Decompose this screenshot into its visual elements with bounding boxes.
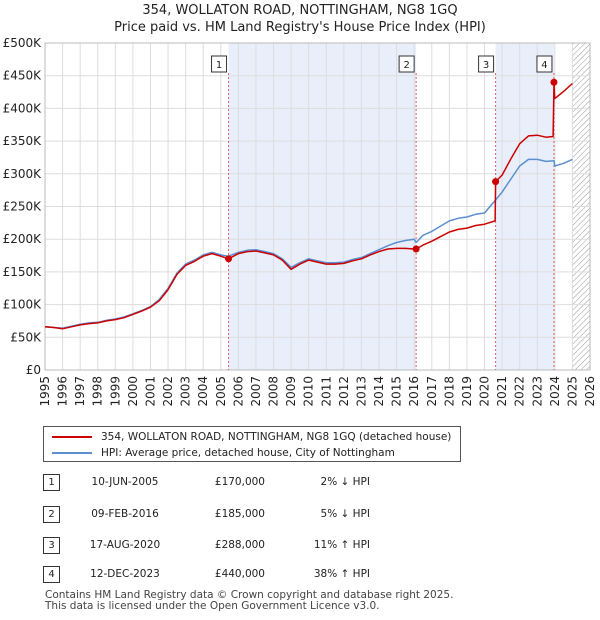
transaction-hpi-diff: 5% ↓ HPI [320,508,370,520]
x-tick-label: 2017 [425,376,439,407]
transaction-number: 2 [43,506,60,523]
legend-label-hpi: HPI: Average price, detached house, City… [101,447,395,459]
x-tick-label: 2007 [249,376,263,407]
sale-label-number: 3 [483,60,489,71]
y-tick-label: £100K [3,298,43,312]
transaction-row: 4 12-DEC-2023 £440,000 38% ↑ HPI [0,566,600,586]
x-tick-label: 2006 [231,376,245,407]
x-tick-label: 1999 [108,376,122,407]
plot-frame [44,42,591,371]
transaction-price: £440,000 [214,568,265,580]
x-tick-label: 2010 [302,376,316,407]
x-tick-label: 1997 [73,376,87,407]
x-tick-label: 2005 [214,376,228,407]
x-tick-label: 2011 [319,376,333,407]
x-tick-label: 2003 [179,376,193,407]
x-tick-label: 2009 [284,376,298,407]
x-tick-label: 2023 [530,376,544,407]
x-tick-label: 2014 [372,376,386,407]
footer: Contains HM Land Registry data © Crown c… [45,590,453,612]
transaction-price: £170,000 [214,476,265,488]
transaction-date: 12-DEC-2023 [90,568,160,580]
x-tick-label: 2026 [583,376,597,407]
footer-licence: This data is licensed under the Open Gov… [45,600,380,612]
legend-swatch-property [52,436,92,438]
y-tick-label: £150K [3,265,43,279]
transaction-number: 3 [43,537,60,554]
x-tick-label: 2001 [143,376,157,407]
x-tick-label: 2025 [565,376,579,407]
transaction-price: £288,000 [214,539,265,551]
chart-title-line2: Price paid vs. HM Land Registry's House … [114,20,486,35]
legend: 354, WOLLATON ROAD, NOTTINGHAM, NG8 1GQ … [43,426,461,462]
transaction-hpi-diff: 38% ↑ HPI [313,568,370,580]
x-tick-label: 2024 [548,376,562,407]
x-tick-label: 2021 [495,376,509,407]
x-tick-label: 1996 [56,376,70,407]
transaction-date: 17-AUG-2020 [89,539,161,551]
y-tick-label: £450K [3,69,43,83]
y-tick-label: £250K [3,200,43,214]
legend-swatch-hpi [52,452,92,454]
transaction-row: 2 09-FEB-2016 £185,000 5% ↓ HPI [0,506,600,526]
x-tick-label: 1995 [38,376,52,407]
x-tick-label: 2012 [337,376,351,407]
sale-point [550,78,558,86]
sale-label-number: 1 [216,60,222,71]
sale-point [492,178,500,186]
x-tick-label: 1998 [91,376,105,407]
y-tick-label: £50K [10,330,42,344]
transaction-number: 4 [43,566,60,583]
transaction-hpi-diff: 11% ↑ HPI [313,539,370,551]
x-tick-label: 2000 [126,376,140,407]
sale-label-box [536,55,553,73]
x-tick-label: 2018 [442,376,456,407]
y-tick-label: £300K [3,167,43,181]
x-tick-label: 2004 [196,376,210,407]
x-tick-label: 2020 [478,376,492,407]
footer-copyright: Contains HM Land Registry data © Crown c… [45,589,454,601]
y-tick-label: £500K [3,36,43,50]
y-tick-label: £400K [3,101,43,115]
sale-point [412,245,420,253]
x-tick-label: 2019 [460,376,474,407]
x-tick-label: 2013 [354,376,368,407]
y-tick-label: £350K [3,134,43,148]
sale-label-box [478,55,495,73]
y-tick-label: £0 [26,363,41,377]
x-tick-label: 2022 [513,376,527,407]
transaction-number: 1 [43,474,60,491]
y-tick-label: £200K [3,232,43,246]
x-tick-label: 2002 [161,376,175,407]
x-tick-label: 2008 [267,376,281,407]
sale-label-box [211,55,228,73]
price-chart: £0 £50K £100K £150K £200K £250K £300K £350K £400… [3,36,597,407]
x-tick-label: 2016 [407,376,421,407]
sale-label-box [398,55,415,73]
transaction-date: 10-JUN-2005 [91,476,159,488]
sale-label-number: 2 [403,60,409,71]
chart-title-line1: 354, WOLLATON ROAD, NOTTINGHAM, NG8 1GQ [142,3,458,18]
sale-point [225,255,233,263]
sale-label-number: 4 [541,60,547,71]
transaction-row: 1 10-JUN-2005 £170,000 2% ↓ HPI [0,474,600,494]
transaction-price: £185,000 [214,508,265,520]
transaction-date: 09-FEB-2016 [91,508,159,520]
x-tick-label: 2015 [390,376,404,407]
transaction-row: 3 17-AUG-2020 £288,000 11% ↑ HPI [0,537,600,557]
legend-label-property: 354, WOLLATON ROAD, NOTTINGHAM, NG8 1GQ … [101,431,452,443]
transaction-hpi-diff: 2% ↓ HPI [320,476,370,488]
